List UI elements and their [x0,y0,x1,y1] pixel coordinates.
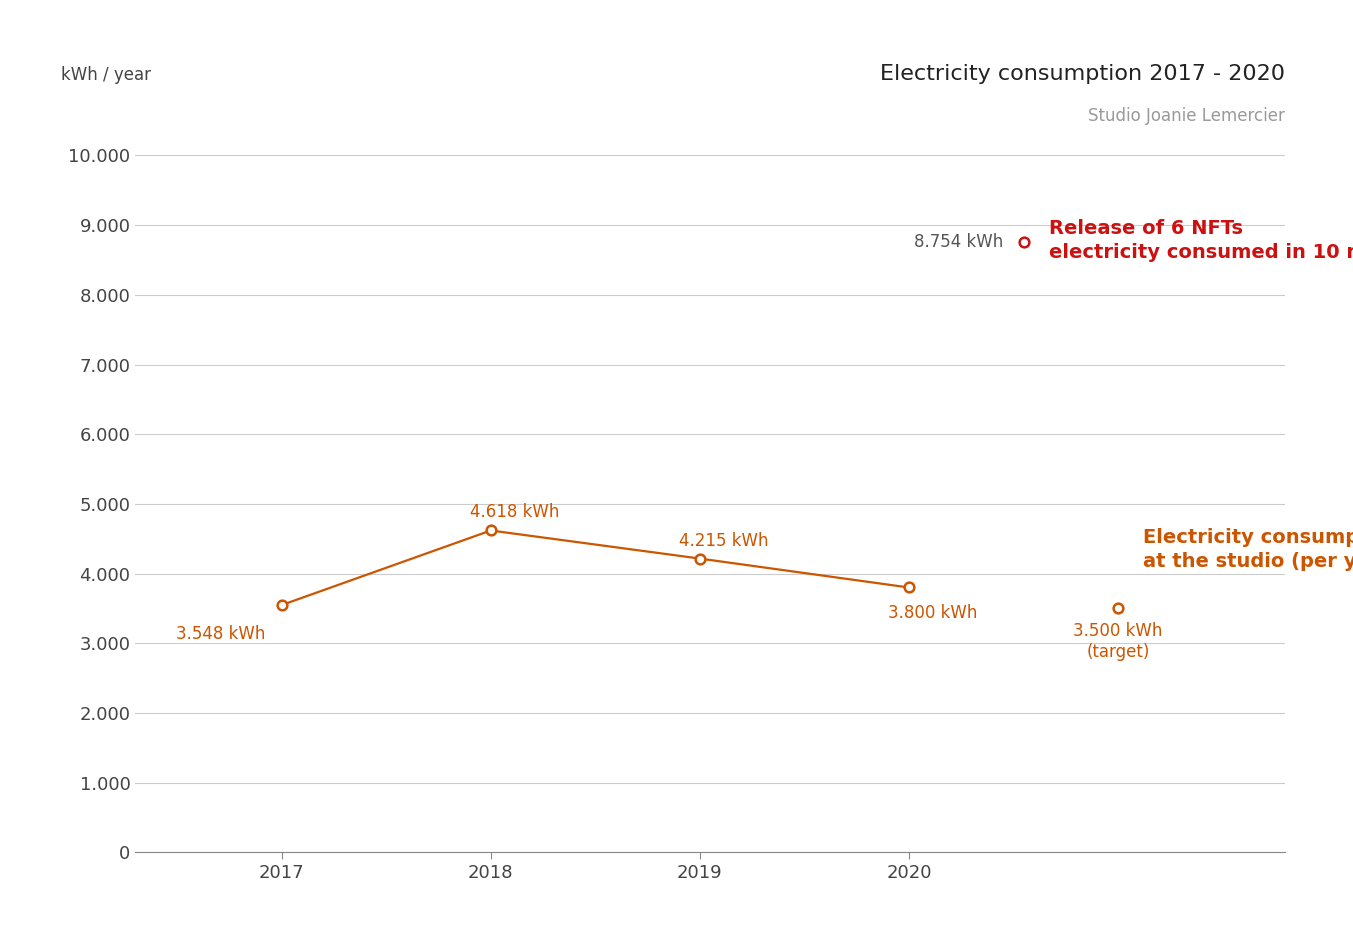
Text: 8.754 kWh: 8.754 kWh [913,233,1003,251]
Text: 4.618 kWh: 4.618 kWh [469,504,559,522]
Text: Release of 6 NFTs
electricity consumed in 10 min: Release of 6 NFTs electricity consumed i… [1049,219,1353,261]
Text: kWh / year: kWh / year [61,66,150,84]
Text: Electricity consumption
at the studio (per year): Electricity consumption at the studio (p… [1143,527,1353,571]
Text: Electricity consumption 2017 - 2020: Electricity consumption 2017 - 2020 [881,64,1285,84]
Text: 3.800 kWh: 3.800 kWh [888,603,977,621]
Text: 4.215 kWh: 4.215 kWh [679,531,769,549]
Text: 3.500 kWh
(target): 3.500 kWh (target) [1073,622,1162,661]
Text: 3.548 kWh: 3.548 kWh [176,625,265,643]
Text: Studio Joanie Lemercier: Studio Joanie Lemercier [1088,107,1285,125]
